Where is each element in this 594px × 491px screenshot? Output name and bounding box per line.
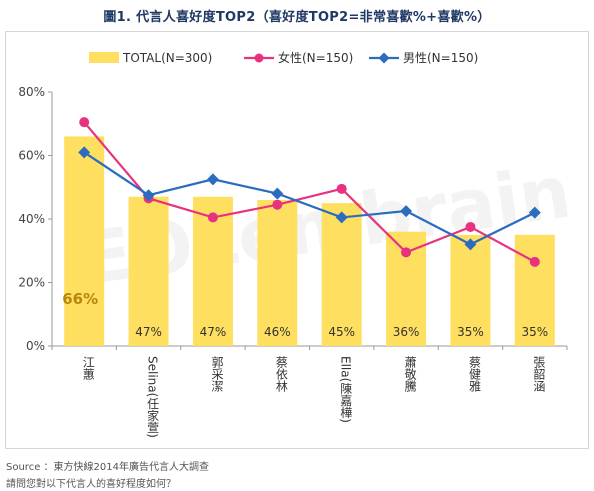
legend-marker-male [378,52,390,64]
female-point [336,183,347,194]
survey-question: 請問您對以下代言人的喜好程度如何？ [6,479,176,490]
category-label: Ella(陳嘉樺) [339,356,353,423]
y-tick-label: 40% [18,212,45,226]
data-labels: 66% 47% 47% 46% 45% 36% 35% 35% [62,290,548,339]
male-point [400,205,413,218]
category-label: 蕭敬騰 [403,356,417,393]
category-label: 郭采潔 [210,356,224,392]
bar-value-label: 47% [135,325,162,339]
chart-frame [5,31,589,449]
bar [128,196,169,346]
category-label: 張韶涵 [532,356,546,393]
y-tick-label: 20% [18,276,45,290]
female-point [79,117,90,128]
category-label: 蔡健雅 [467,356,481,392]
bar-series [64,136,555,346]
category-label: 蔡依林 [274,356,288,392]
female-point [401,247,412,258]
bar-value-label: 36% [393,325,420,339]
male-point [528,206,541,219]
female-point [272,199,283,210]
legend-label-female: 女性(N=150) [278,50,353,65]
bar [450,234,491,346]
male-point [142,189,155,202]
male-point [206,173,219,186]
male-point [78,146,91,159]
bar [257,199,298,346]
bar-value-label: 45% [328,325,355,339]
female-point [465,221,476,232]
bar-value-label: 35% [521,325,548,339]
y-tick-label: 60% [18,149,45,163]
category-label: Selina(任家萱) [146,356,160,438]
legend: TOTAL(N=300) 女性(N=150) 男性(N=150) [89,50,478,65]
legend-label-total: TOTAL(N=300) [122,51,212,65]
bar-value-label: 35% [457,325,484,339]
bar-line-chart: EOLembrain TOTAL(N=300)女性(N=150)男性(N=150… [18,50,575,438]
female-point [207,212,218,223]
legend-label-male: 男性(N=150) [403,51,478,65]
category-label: 江蕙 [81,356,95,380]
axes: 0% 20% 40% 60% 80% 江蕙 Selina(任家萱) 郭采潔 蔡依林 Ella(陳嘉… [18,85,568,438]
bar-value-label: 46% [264,325,291,339]
y-tick-label: 0% [26,339,45,353]
female-line [83,121,536,263]
male-point [464,238,477,251]
source-note: Source ：東方快線2014年廣告代言人大調查 [6,462,209,473]
bar [64,136,105,346]
chart-title: 圖1. 代言人喜好度TOP2（喜好度TOP2=非常喜歡%+喜歡%） [103,10,491,25]
bar-value-label: 47% [200,325,227,339]
bar [321,203,362,346]
male-point [271,187,284,200]
male-point [335,211,348,224]
bar-value-label: 66% [62,290,98,308]
legend-swatch-total [89,52,119,63]
legend-marker-female [254,53,264,63]
male-line [83,151,536,246]
y-tick-label: 80% [18,85,45,99]
line-series [78,117,541,267]
female-point [529,256,540,267]
